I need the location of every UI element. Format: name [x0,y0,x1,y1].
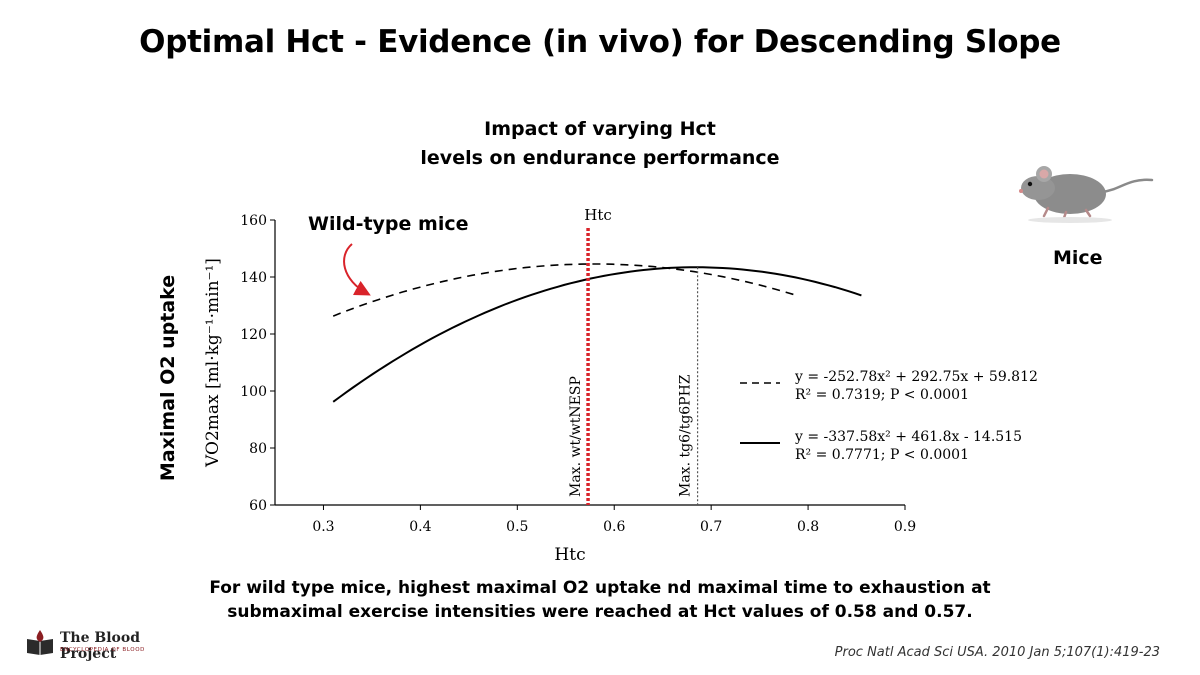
x-tick-label: 0.7 [700,519,722,535]
legend-solid-equation: y = -337.58x² + 461.8x - 14.515 [794,429,1022,445]
mice-label: Mice [1053,247,1103,269]
logo-name: The Blood Project [60,630,140,662]
tg6-max-label: Max. tg6/tg6PHZ [678,374,694,497]
x-tick-label: 0.9 [894,519,916,535]
marker-top-label: Htc [584,206,612,224]
chart-markers: Htc Max. wt/wtNESP Max. tg6/tg6PHZ [568,206,699,505]
mouse-icon [1019,166,1154,223]
blood-project-logo: The Blood Project ENCYCLOPEDIA OF BLOOD [24,628,184,662]
x-axis-title: Htc [554,545,585,565]
caption-line-2: submaximal exercise intensities were rea… [227,602,973,622]
chart-axes: 0.3 0.4 0.5 0.6 0.7 0.8 0.9 60 80 100 120 140 160 Htc… [203,213,916,565]
legend-dashed-stats: R² = 0.7319; P < 0.0001 [795,387,969,403]
y-tick-label: 120 [240,327,267,343]
wild-type-arrow [343,243,371,296]
y-axis-title: VO2max [ml·kg⁻¹·min⁻¹] [203,258,223,468]
citation: Proc Natl Acad Sci USA. 2010 Jan 5;107(1… [834,645,1160,660]
slide-caption: For wild type mice, highest maximal O2 u… [150,576,1050,624]
chart-curves [332,263,862,403]
y-tick-label: 160 [240,213,267,229]
x-tick-label: 0.5 [506,519,528,535]
y-tick-label: 100 [240,384,267,400]
x-tick-label: 0.4 [409,519,431,535]
subtitle-line-2: levels on endurance performance [420,147,780,169]
legend: y = -252.78x² + 292.75x + 59.812 R² = 0.… [740,369,1038,463]
x-tick-label: 0.6 [603,519,625,535]
legend-solid-stats: R² = 0.7771; P < 0.0001 [795,447,969,463]
caption-line-1: For wild type mice, highest maximal O2 u… [209,578,991,598]
y-tick-label: 140 [240,270,267,286]
x-tick-label: 0.8 [797,519,819,535]
y-tick-label: 80 [249,441,267,457]
legend-dashed-equation: y = -252.78x² + 292.75x + 59.812 [794,369,1038,385]
chart-subtitle: Impact of varying Hct levels on enduranc… [380,115,820,173]
y-tick-label: 60 [249,498,267,514]
logo-subtitle: ENCYCLOPEDIA OF BLOOD [60,647,145,653]
subtitle-line-1: Impact of varying Hct [484,118,716,140]
x-tick-label: 0.3 [312,519,334,535]
slide-title: Optimal Hct - Evidence (in vivo) for Des… [139,24,1061,60]
book-drop-icon [27,630,53,655]
wt-max-label: Max. wt/wtNESP [568,376,584,497]
wild-type-annotation: Wild-type mice [308,213,469,235]
tg6-curve [332,266,862,403]
wild-type-curve [332,263,799,317]
